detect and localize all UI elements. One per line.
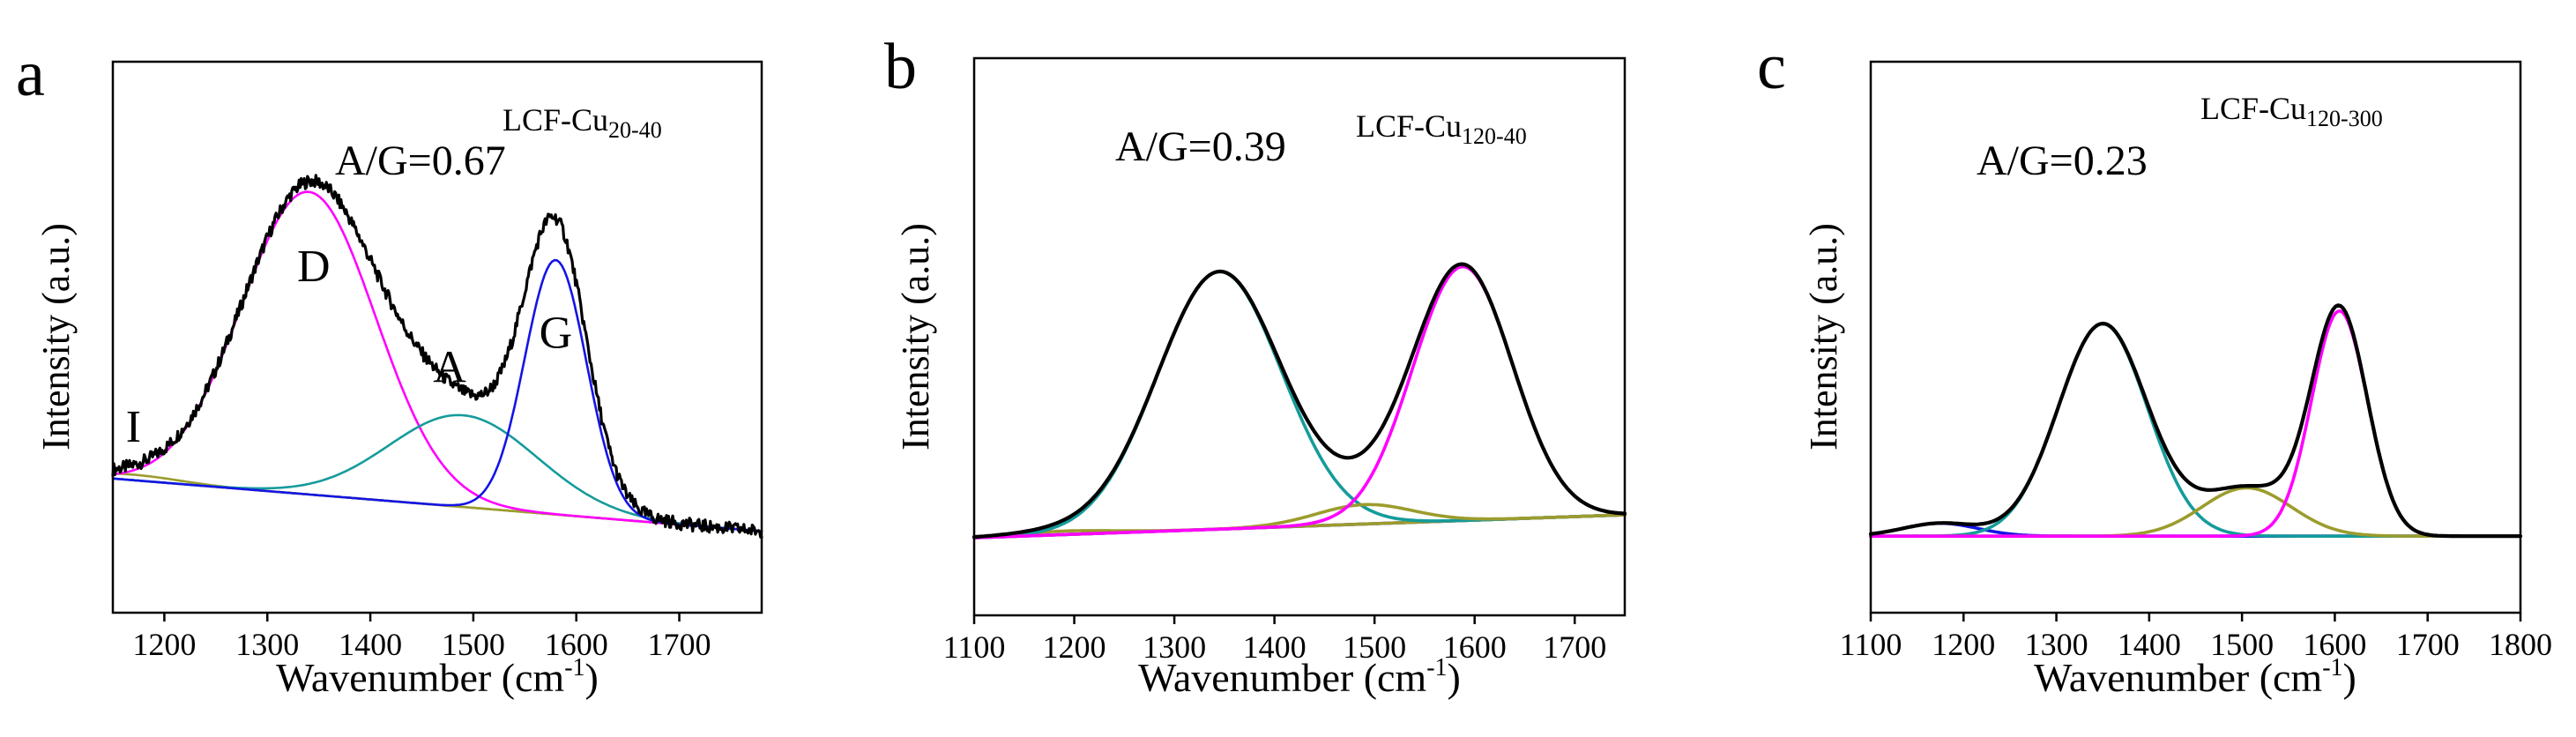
panel-c-ylabel: Intensity (a.u.) <box>1802 223 1845 450</box>
panel-c-curves <box>1868 303 2523 539</box>
panel-b-frame <box>972 56 1627 617</box>
panel-c-sample-label: LCF-Cu120-300 <box>2200 91 2383 131</box>
panel-b-xlabel: Wavenumber (cm-1) <box>1138 654 1461 700</box>
panel-c-xtick-label: 1200 <box>1932 627 1995 662</box>
panel-a-xtick-label: 1500 <box>442 627 505 662</box>
panel-a-peak-label-a: A <box>433 343 466 393</box>
panel-a-peak-label-i: I <box>126 402 141 452</box>
panel-a-series-measured <box>111 174 763 539</box>
panel-a-series-a <box>111 413 763 532</box>
panel-a-peak-labels: I D A G <box>126 242 572 452</box>
panel-b-ratio-label: A/G=0.39 <box>1115 123 1286 170</box>
panel-b-series-measured <box>972 262 1627 540</box>
panel-c-xtick-label: 1700 <box>2396 627 2460 662</box>
panel-b-letter: b <box>884 31 917 103</box>
panel-c-xlabel: Wavenumber (cm-1) <box>2034 654 2356 700</box>
panel-a-sample-sub: 20-40 <box>608 117 662 143</box>
panel-a: a 1200 1300 1400 1500 1600 1700 I D A G A/G=0.67… <box>16 38 763 700</box>
panel-c-series-g <box>1869 309 2522 538</box>
panel-c-xtick-label: 1300 <box>2025 627 2088 662</box>
panel-b-sample-base: LCF-Cu <box>1356 108 1462 144</box>
panel-a-xtick-label: 1600 <box>545 627 608 662</box>
panel-c-xtick-label: 1100 <box>1840 627 1902 662</box>
panel-b-xtick-label: 1700 <box>1543 629 1606 665</box>
panel-c-sample-base: LCF-Cu <box>2200 91 2306 126</box>
panel-a-frame <box>111 60 763 614</box>
panel-c-xlabel-end: ) <box>2343 655 2356 700</box>
panel-c-xtick-label: 1800 <box>2489 627 2552 662</box>
panel-b-xtick-label: 1200 <box>1043 629 1106 665</box>
panel-b-xlabel-main: Wavenumber (cm <box>1138 655 1426 700</box>
panel-a-sample-label: LCF-Cu20-40 <box>503 102 662 143</box>
panel-c-series-d <box>1869 322 2522 538</box>
panel-c-frame <box>1869 60 2522 614</box>
panel-a-ratio-label: A/G=0.67 <box>335 138 506 184</box>
panel-b-curves <box>972 262 1627 540</box>
panel-a-peak-label-g: G <box>540 309 573 359</box>
panel-b-xtick-label: 1500 <box>1343 629 1406 665</box>
panel-b-xtick-label: 1300 <box>1143 629 1206 665</box>
panel-a-series-g <box>111 258 763 532</box>
panel-c-xtick-label: 1600 <box>2303 627 2366 662</box>
panel-a-ylabel: Intensity (a.u.) <box>34 223 78 450</box>
panel-b-xtick-label: 1600 <box>1443 629 1507 665</box>
panel-a-curves <box>111 174 763 539</box>
panel-c-series-measured <box>1868 303 2523 539</box>
panel-a-xtick-label: 1300 <box>235 627 299 662</box>
panel-a-xlabel-sup: -1 <box>564 654 584 681</box>
panel-c-ratio-label: A/G=0.23 <box>1977 138 2148 184</box>
panel-c-xticks: 1100 1200 1300 1400 1500 1600 1700 1800 <box>1840 613 2552 662</box>
panel-a-peak-label-d: D <box>297 242 331 292</box>
panel-b-xtick-label: 1100 <box>943 629 1006 665</box>
panel-b-sample-label: LCF-Cu120-40 <box>1356 108 1527 149</box>
panel-a-xticks: 1200 1300 1400 1500 1600 1700 <box>132 613 711 662</box>
panel-a-xlabel-main: Wavenumber (cm <box>276 655 564 700</box>
panel-a-xtick-label: 1700 <box>648 627 711 662</box>
panel-a-xlabel: Wavenumber (cm-1) <box>276 654 599 700</box>
panel-a-letter: a <box>16 38 45 110</box>
panel-b-xlabel-sup: -1 <box>1426 654 1447 681</box>
panel-c-xtick-label: 1500 <box>2210 627 2274 662</box>
panel-a-xtick-label: 1400 <box>339 627 402 662</box>
panel-a-sample-base: LCF-Cu <box>503 102 608 138</box>
panel-c-letter: c <box>1757 31 1786 103</box>
panel-b-sample-sub: 120-40 <box>1462 123 1527 149</box>
panel-a-xtick-label: 1200 <box>132 627 196 662</box>
panel-b-xlabel-end: ) <box>1448 655 1461 700</box>
panel-b-xticks: 1100 1200 1300 1400 1500 1600 1700 <box>943 615 1606 665</box>
panel-c-sample-sub: 120-300 <box>2306 106 2383 131</box>
panel-c-xlabel-main: Wavenumber (cm <box>2034 655 2322 700</box>
panel-b-ylabel: Intensity (a.u.) <box>894 223 937 450</box>
panel-c-xtick-label: 1400 <box>2118 627 2181 662</box>
panel-b-xtick-label: 1400 <box>1243 629 1307 665</box>
panel-a-xlabel-end: ) <box>585 655 599 700</box>
panel-c: c 1100 1200 1300 1400 1500 1600 1700 1800 A/G=0… <box>1757 31 2552 700</box>
panel-b: b 1100 1200 1300 1400 1500 1600 1700 A/G=0.39 … <box>884 31 1627 700</box>
panel-c-series-a <box>1869 486 2522 538</box>
panel-c-xlabel-sup: -1 <box>2322 654 2342 681</box>
